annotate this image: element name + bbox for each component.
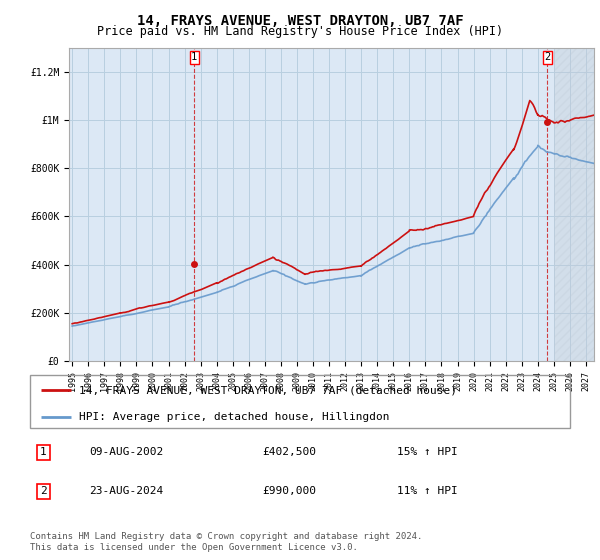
Text: 2: 2: [544, 52, 551, 62]
Text: 15% ↑ HPI: 15% ↑ HPI: [397, 447, 458, 458]
Text: 11% ↑ HPI: 11% ↑ HPI: [397, 486, 458, 496]
Text: 09-AUG-2002: 09-AUG-2002: [89, 447, 164, 458]
Text: 23-AUG-2024: 23-AUG-2024: [89, 486, 164, 496]
Text: 14, FRAYS AVENUE, WEST DRAYTON, UB7 7AF: 14, FRAYS AVENUE, WEST DRAYTON, UB7 7AF: [137, 14, 463, 28]
Text: 1: 1: [191, 52, 197, 62]
Text: Contains HM Land Registry data © Crown copyright and database right 2024.
This d: Contains HM Land Registry data © Crown c…: [30, 532, 422, 552]
Bar: [554, 48, 600, 361]
Text: Price paid vs. HM Land Registry's House Price Index (HPI): Price paid vs. HM Land Registry's House …: [97, 25, 503, 38]
Text: 2: 2: [40, 486, 47, 496]
Text: 1: 1: [40, 447, 47, 458]
Text: £402,500: £402,500: [262, 447, 316, 458]
Text: 14, FRAYS AVENUE, WEST DRAYTON, UB7 7AF (detached house): 14, FRAYS AVENUE, WEST DRAYTON, UB7 7AF …: [79, 385, 457, 395]
Text: HPI: Average price, detached house, Hillingdon: HPI: Average price, detached house, Hill…: [79, 412, 389, 422]
Text: £990,000: £990,000: [262, 486, 316, 496]
